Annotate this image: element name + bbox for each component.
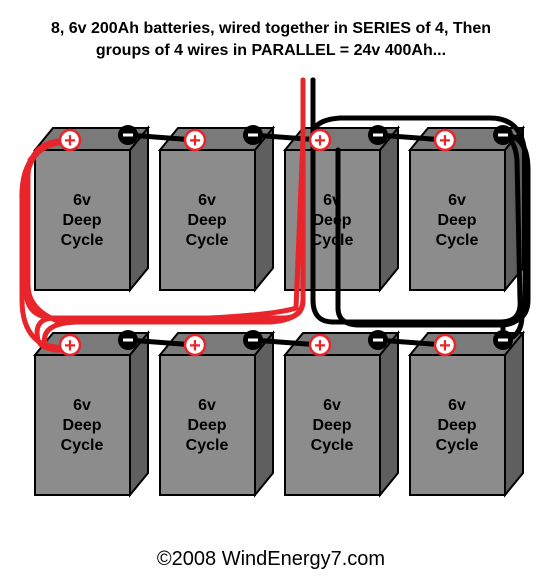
minus-icon: [368, 330, 388, 350]
battery-row-top: 6v Deep Cycle 6v Deep Cycle 6v Deep Cycl…: [35, 128, 523, 290]
minus-icon: [493, 330, 513, 350]
svg-text:Cycle: Cycle: [186, 232, 229, 249]
diagram-canvas: 8, 6v 200Ah batteries, wired together in…: [0, 0, 542, 581]
svg-text:Deep: Deep: [62, 417, 101, 434]
svg-text:Cycle: Cycle: [61, 437, 104, 454]
battery-label: Deep: [62, 212, 101, 229]
battery-top-4: 6v Deep Cycle: [410, 128, 523, 290]
svg-text:Cycle: Cycle: [311, 232, 354, 249]
plus-icon: [60, 335, 80, 357]
battery-label: Cycle: [61, 232, 104, 249]
svg-text:6v: 6v: [198, 397, 216, 414]
svg-text:Deep: Deep: [312, 417, 351, 434]
svg-text:Deep: Deep: [187, 417, 226, 434]
battery-row-bottom: 6v Deep Cycle 6v Deep Cycle 6v Deep Cycl…: [35, 333, 523, 495]
battery-bottom-3: 6v Deep Cycle: [285, 333, 398, 495]
svg-text:6v: 6v: [73, 397, 91, 414]
plus-icon: [185, 130, 205, 152]
battery-top-1: 6v Deep Cycle: [35, 128, 148, 290]
svg-text:6v: 6v: [448, 397, 466, 414]
minus-icon: [118, 330, 138, 350]
copyright-text: ©2008 WindEnergy7.com: [0, 548, 542, 571]
minus-icon: [368, 125, 388, 145]
plus-icon: [310, 130, 330, 152]
plus-icon: [310, 335, 330, 357]
svg-text:Deep: Deep: [187, 212, 226, 229]
battery-bottom-4: 6v Deep Cycle: [410, 333, 523, 495]
plus-icon: [185, 335, 205, 357]
svg-text:Cycle: Cycle: [436, 437, 479, 454]
battery-top-2: 6v Deep Cycle: [160, 128, 273, 290]
plus-icon: [435, 130, 455, 152]
diagram-svg: + 6v Deep Cycle 6v: [0, 0, 542, 581]
minus-icon: [493, 125, 513, 145]
battery-bottom-1: 6v Deep Cycle: [35, 333, 148, 495]
svg-text:6v: 6v: [198, 192, 216, 209]
minus-icon: [118, 125, 138, 145]
plus-icon: [60, 130, 80, 152]
svg-text:6v: 6v: [448, 192, 466, 209]
svg-text:Cycle: Cycle: [311, 437, 354, 454]
minus-icon: [243, 125, 263, 145]
svg-text:Deep: Deep: [437, 212, 476, 229]
svg-text:Cycle: Cycle: [436, 232, 479, 249]
minus-icon: [243, 330, 263, 350]
svg-text:6v: 6v: [323, 397, 341, 414]
svg-text:Deep: Deep: [437, 417, 476, 434]
svg-text:Deep: Deep: [312, 212, 351, 229]
battery-bottom-2: 6v Deep Cycle: [160, 333, 273, 495]
plus-icon: [435, 335, 455, 357]
battery-label: 6v: [73, 192, 91, 209]
svg-text:Cycle: Cycle: [186, 437, 229, 454]
